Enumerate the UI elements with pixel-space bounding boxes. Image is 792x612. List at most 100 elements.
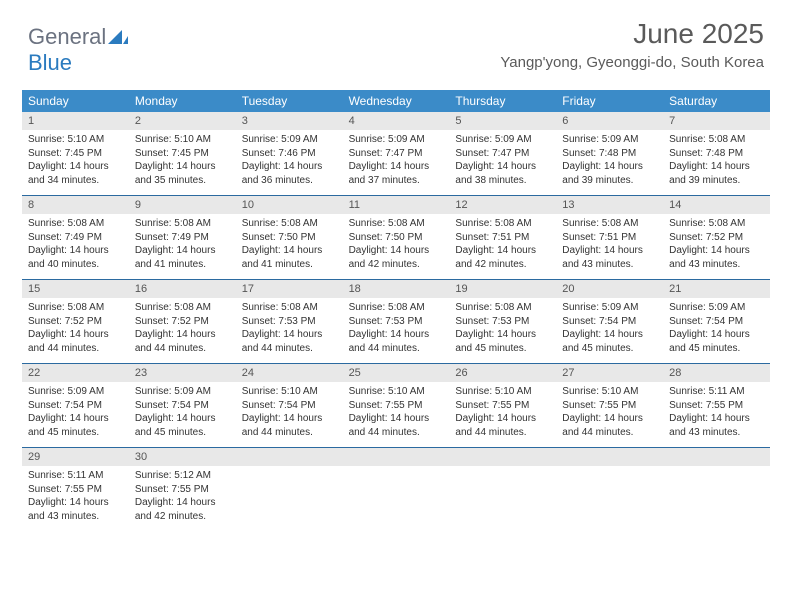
day-number: 23 — [129, 364, 236, 382]
day-cell: Sunrise: 5:10 AM Sunset: 7:45 PM Dayligh… — [129, 130, 236, 195]
day-details: Sunrise: 5:08 AM Sunset: 7:51 PM Dayligh… — [455, 217, 550, 271]
day-details: Sunrise: 5:09 AM Sunset: 7:47 PM Dayligh… — [455, 133, 550, 187]
calendar-header-row: Sunday Monday Tuesday Wednesday Thursday… — [22, 90, 770, 112]
day-cell: Sunrise: 5:09 AM Sunset: 7:46 PM Dayligh… — [236, 130, 343, 195]
day-cell — [449, 466, 556, 531]
day-number: 9 — [129, 196, 236, 214]
day-number — [236, 448, 343, 466]
day-details: Sunrise: 5:10 AM Sunset: 7:55 PM Dayligh… — [349, 385, 444, 439]
day-details: Sunrise: 5:08 AM Sunset: 7:51 PM Dayligh… — [562, 217, 657, 271]
page-title: June 2025 — [500, 18, 764, 50]
day-number: 30 — [129, 448, 236, 466]
day-cell — [556, 466, 663, 531]
day-number: 22 — [22, 364, 129, 382]
day-details: Sunrise: 5:10 AM Sunset: 7:45 PM Dayligh… — [28, 133, 123, 187]
calendar-week-nums: 2930 — [22, 447, 770, 466]
day-details: Sunrise: 5:08 AM Sunset: 7:53 PM Dayligh… — [349, 301, 444, 355]
day-header: Sunday — [22, 90, 129, 112]
day-cell: Sunrise: 5:10 AM Sunset: 7:55 PM Dayligh… — [449, 382, 556, 447]
day-cell: Sunrise: 5:09 AM Sunset: 7:47 PM Dayligh… — [449, 130, 556, 195]
day-header: Monday — [129, 90, 236, 112]
day-number: 5 — [449, 112, 556, 130]
day-cell — [663, 466, 770, 531]
day-number: 3 — [236, 112, 343, 130]
day-cell: Sunrise: 5:10 AM Sunset: 7:55 PM Dayligh… — [343, 382, 450, 447]
day-number: 18 — [343, 280, 450, 298]
calendar-week-nums: 891011121314 — [22, 195, 770, 214]
day-number: 15 — [22, 280, 129, 298]
day-number: 12 — [449, 196, 556, 214]
calendar-week-cells: Sunrise: 5:09 AM Sunset: 7:54 PM Dayligh… — [22, 382, 770, 447]
title-block: June 2025 Yangp'yong, Gyeonggi-do, South… — [500, 18, 764, 71]
day-cell: Sunrise: 5:08 AM Sunset: 7:52 PM Dayligh… — [129, 298, 236, 363]
day-number: 25 — [343, 364, 450, 382]
day-header: Thursday — [449, 90, 556, 112]
day-details: Sunrise: 5:08 AM Sunset: 7:52 PM Dayligh… — [135, 301, 230, 355]
day-number: 11 — [343, 196, 450, 214]
day-number — [343, 448, 450, 466]
day-number: 10 — [236, 196, 343, 214]
day-number: 24 — [236, 364, 343, 382]
day-details: Sunrise: 5:09 AM Sunset: 7:54 PM Dayligh… — [28, 385, 123, 439]
day-number: 6 — [556, 112, 663, 130]
calendar-week-nums: 15161718192021 — [22, 279, 770, 298]
calendar-week-cells: Sunrise: 5:11 AM Sunset: 7:55 PM Dayligh… — [22, 466, 770, 531]
day-number — [663, 448, 770, 466]
day-cell: Sunrise: 5:08 AM Sunset: 7:50 PM Dayligh… — [236, 214, 343, 279]
day-cell: Sunrise: 5:08 AM Sunset: 7:49 PM Dayligh… — [129, 214, 236, 279]
day-details: Sunrise: 5:09 AM Sunset: 7:54 PM Dayligh… — [135, 385, 230, 439]
day-number: 7 — [663, 112, 770, 130]
day-details: Sunrise: 5:08 AM Sunset: 7:50 PM Dayligh… — [349, 217, 444, 271]
day-number: 16 — [129, 280, 236, 298]
day-cell: Sunrise: 5:08 AM Sunset: 7:52 PM Dayligh… — [22, 298, 129, 363]
day-number: 4 — [343, 112, 450, 130]
day-details: Sunrise: 5:08 AM Sunset: 7:53 PM Dayligh… — [455, 301, 550, 355]
day-header: Wednesday — [343, 90, 450, 112]
day-cell: Sunrise: 5:08 AM Sunset: 7:48 PM Dayligh… — [663, 130, 770, 195]
logo-text-general: General — [28, 24, 106, 49]
day-number: 17 — [236, 280, 343, 298]
day-details: Sunrise: 5:11 AM Sunset: 7:55 PM Dayligh… — [28, 469, 123, 523]
day-number: 27 — [556, 364, 663, 382]
logo-sail-icon — [108, 31, 128, 48]
day-cell: Sunrise: 5:08 AM Sunset: 7:53 PM Dayligh… — [449, 298, 556, 363]
day-number: 29 — [22, 448, 129, 466]
day-details: Sunrise: 5:08 AM Sunset: 7:52 PM Dayligh… — [669, 217, 764, 271]
day-details: Sunrise: 5:09 AM Sunset: 7:48 PM Dayligh… — [562, 133, 657, 187]
day-details: Sunrise: 5:08 AM Sunset: 7:50 PM Dayligh… — [242, 217, 337, 271]
day-cell: Sunrise: 5:09 AM Sunset: 7:54 PM Dayligh… — [556, 298, 663, 363]
day-cell: Sunrise: 5:08 AM Sunset: 7:49 PM Dayligh… — [22, 214, 129, 279]
logo: General Blue — [28, 18, 128, 76]
day-number: 28 — [663, 364, 770, 382]
day-number: 21 — [663, 280, 770, 298]
calendar-week-nums: 1234567 — [22, 112, 770, 130]
day-cell: Sunrise: 5:08 AM Sunset: 7:51 PM Dayligh… — [449, 214, 556, 279]
day-number — [449, 448, 556, 466]
day-number: 13 — [556, 196, 663, 214]
day-cell: Sunrise: 5:10 AM Sunset: 7:45 PM Dayligh… — [22, 130, 129, 195]
day-cell: Sunrise: 5:11 AM Sunset: 7:55 PM Dayligh… — [663, 382, 770, 447]
day-details: Sunrise: 5:10 AM Sunset: 7:55 PM Dayligh… — [562, 385, 657, 439]
day-details: Sunrise: 5:09 AM Sunset: 7:54 PM Dayligh… — [562, 301, 657, 355]
day-header: Tuesday — [236, 90, 343, 112]
day-number: 14 — [663, 196, 770, 214]
day-header: Friday — [556, 90, 663, 112]
day-cell: Sunrise: 5:09 AM Sunset: 7:54 PM Dayligh… — [663, 298, 770, 363]
calendar-week-cells: Sunrise: 5:08 AM Sunset: 7:49 PM Dayligh… — [22, 214, 770, 279]
day-details: Sunrise: 5:09 AM Sunset: 7:46 PM Dayligh… — [242, 133, 337, 187]
day-details: Sunrise: 5:09 AM Sunset: 7:54 PM Dayligh… — [669, 301, 764, 355]
page-subtitle: Yangp'yong, Gyeonggi-do, South Korea — [500, 54, 764, 71]
day-details: Sunrise: 5:12 AM Sunset: 7:55 PM Dayligh… — [135, 469, 230, 523]
day-number: 8 — [22, 196, 129, 214]
day-number: 26 — [449, 364, 556, 382]
page-header: General Blue June 2025 Yangp'yong, Gyeon… — [0, 0, 792, 84]
day-cell: Sunrise: 5:10 AM Sunset: 7:55 PM Dayligh… — [556, 382, 663, 447]
day-number: 20 — [556, 280, 663, 298]
day-number — [556, 448, 663, 466]
day-details: Sunrise: 5:10 AM Sunset: 7:55 PM Dayligh… — [455, 385, 550, 439]
calendar-week-nums: 22232425262728 — [22, 363, 770, 382]
calendar-week-cells: Sunrise: 5:08 AM Sunset: 7:52 PM Dayligh… — [22, 298, 770, 363]
day-cell: Sunrise: 5:09 AM Sunset: 7:54 PM Dayligh… — [22, 382, 129, 447]
day-cell: Sunrise: 5:08 AM Sunset: 7:53 PM Dayligh… — [236, 298, 343, 363]
day-cell: Sunrise: 5:09 AM Sunset: 7:47 PM Dayligh… — [343, 130, 450, 195]
